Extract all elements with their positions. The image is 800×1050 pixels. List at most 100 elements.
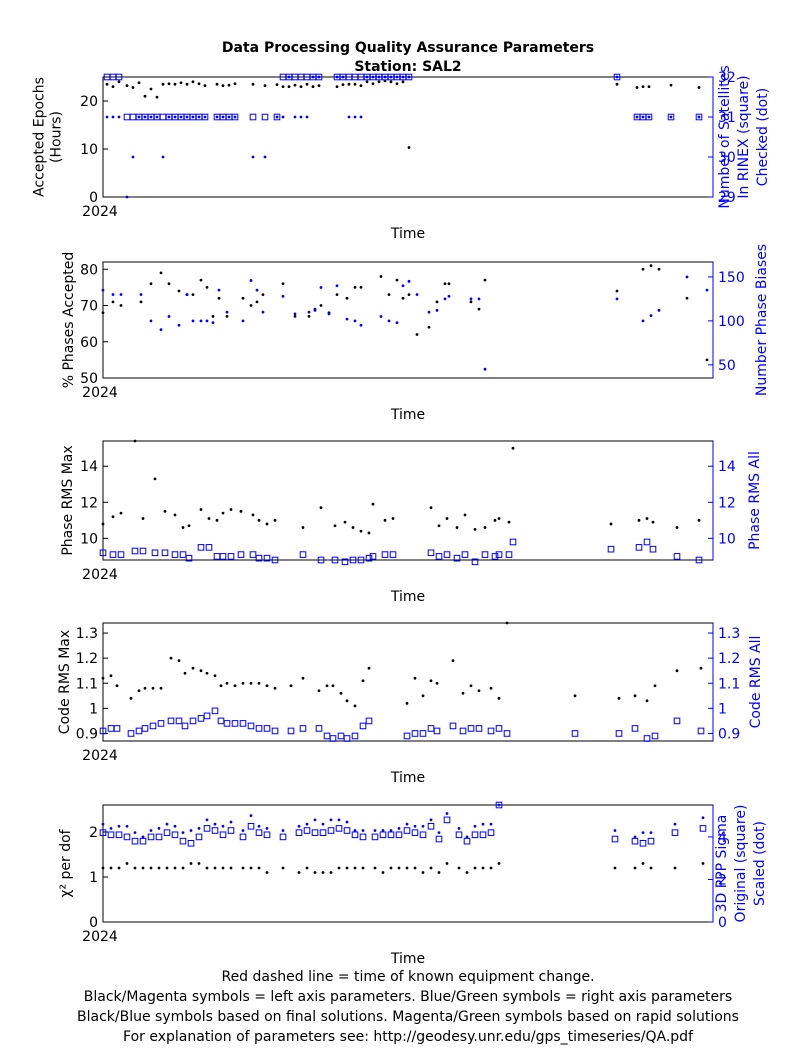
left-tick-label: 60: [80, 335, 98, 351]
data-point-square: [271, 727, 279, 735]
data-point-dot: [489, 686, 493, 690]
data-point-dot: [265, 684, 269, 688]
data-point-dot: [361, 679, 365, 683]
data-point-square: [631, 725, 639, 732]
data-point-dot: [311, 85, 315, 88]
data-point-square: [403, 732, 411, 740]
data-point-square: [219, 831, 227, 839]
data-point-dot: [119, 511, 123, 515]
data-point-square: [263, 831, 271, 839]
data-point-dot: [317, 84, 321, 88]
footer-line-1: Red dashed line = time of known equipmen…: [221, 969, 594, 985]
right-axis-label: Checked (dot): [755, 88, 771, 186]
data-point-square: [571, 730, 579, 737]
data-point-dot: [317, 75, 321, 79]
data-point-dot: [119, 293, 123, 296]
data-point-square: [203, 825, 211, 832]
data-point-dot: [155, 115, 159, 119]
data-point-square: [197, 544, 205, 551]
data-point-square: [323, 732, 331, 740]
data-point-dot: [275, 115, 279, 119]
data-point-square: [673, 717, 681, 725]
data-point-square: [673, 553, 681, 560]
data-point-dot: [281, 115, 285, 119]
data-point-dot: [115, 684, 119, 688]
chart-title: Data Processing Quality Assurance Parame…: [222, 40, 594, 56]
right-tick-label: 150: [718, 270, 745, 286]
data-point-dot: [325, 684, 329, 688]
data-point-square: [167, 717, 175, 725]
data-point-dot: [221, 84, 225, 88]
data-point-dot: [641, 267, 645, 271]
data-point-dot: [345, 699, 349, 703]
data-point-dot: [297, 871, 301, 874]
data-point-dot: [265, 522, 269, 526]
data-point-dot: [221, 824, 225, 828]
data-point-dot: [197, 862, 201, 865]
data-point-square: [99, 829, 107, 836]
data-point-dot: [331, 684, 335, 688]
data-point-dot: [359, 115, 363, 119]
data-point-square: [419, 831, 427, 839]
data-point-square: [357, 556, 365, 564]
data-point-square: [227, 827, 235, 834]
data-point-dot: [421, 824, 425, 828]
data-point-dot: [365, 80, 369, 84]
data-point-square: [459, 727, 467, 735]
data-point-dot: [353, 704, 357, 708]
data-point-dot: [339, 691, 343, 695]
left-axis-label: % Phases Accepted: [61, 252, 77, 389]
data-point-dot: [167, 282, 171, 286]
data-point-square: [159, 113, 167, 121]
data-point-dot: [685, 296, 689, 300]
data-point-dot: [335, 75, 339, 79]
data-point-square: [455, 831, 463, 839]
left-axis-label: χ² per dof: [58, 828, 74, 897]
data-point-dot: [297, 824, 301, 828]
data-point-dot: [407, 293, 411, 297]
data-point-square: [279, 833, 287, 841]
data-point-dot: [395, 82, 399, 86]
data-point-dot: [669, 115, 673, 119]
data-point-dot: [173, 82, 177, 86]
data-point-dot: [305, 82, 309, 86]
data-point-square: [449, 722, 457, 730]
data-point-dot: [261, 293, 265, 297]
data-point-square: [219, 553, 227, 560]
data-point-square: [197, 715, 205, 722]
data-point-square: [185, 554, 193, 562]
data-point-dot: [645, 699, 649, 703]
data-point-dot: [379, 275, 383, 278]
data-point-dot: [395, 278, 399, 282]
data-point-square: [311, 829, 319, 836]
data-point-square: [645, 113, 653, 121]
data-point-dot: [181, 526, 185, 529]
data-point-dot: [149, 282, 153, 286]
data-point-dot: [273, 686, 277, 690]
data-point-square: [315, 73, 323, 81]
data-point-square: [129, 113, 137, 121]
data-point-dot: [229, 508, 233, 511]
data-point-dot: [463, 513, 467, 517]
right-axis-label: Number of Satellites: [717, 65, 733, 208]
data-point-square: [369, 553, 377, 560]
data-point-dot: [117, 115, 121, 119]
data-point-dot: [101, 676, 105, 680]
left-tick-label: 1: [89, 701, 98, 717]
data-point-square: [231, 113, 239, 121]
data-point-square: [187, 839, 195, 847]
data-point-dot: [351, 526, 355, 529]
data-point-dot: [215, 82, 219, 86]
data-point-square: [263, 725, 271, 732]
data-point-square: [189, 717, 197, 725]
data-point-dot: [185, 115, 189, 119]
data-point-dot: [451, 659, 455, 663]
plot-frame: [102, 440, 714, 561]
data-point-dot: [255, 300, 259, 304]
data-point-dot: [395, 321, 399, 325]
data-point-dot: [429, 679, 433, 683]
data-point-dot: [225, 314, 229, 318]
data-point-square: [303, 827, 311, 834]
data-point-dot: [177, 659, 181, 663]
data-point-dot: [675, 669, 679, 673]
